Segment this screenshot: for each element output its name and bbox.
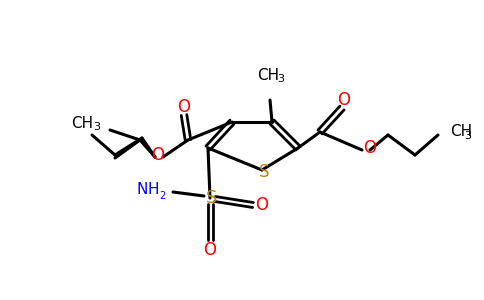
Text: 3: 3 — [277, 74, 285, 84]
Text: CH: CH — [257, 68, 279, 82]
Text: H: H — [147, 182, 159, 197]
Text: CH: CH — [450, 124, 472, 140]
Text: N: N — [136, 182, 148, 196]
Text: 3: 3 — [93, 122, 101, 132]
Text: S: S — [206, 189, 218, 207]
Text: O: O — [256, 196, 269, 214]
Text: O: O — [178, 98, 191, 116]
Text: S: S — [259, 163, 269, 181]
Text: O: O — [337, 91, 350, 109]
Text: O: O — [203, 241, 216, 259]
Text: O: O — [151, 146, 165, 164]
Text: O: O — [363, 139, 377, 157]
Text: 3: 3 — [465, 131, 471, 141]
Text: 2: 2 — [159, 191, 165, 201]
Text: CH: CH — [71, 116, 93, 130]
